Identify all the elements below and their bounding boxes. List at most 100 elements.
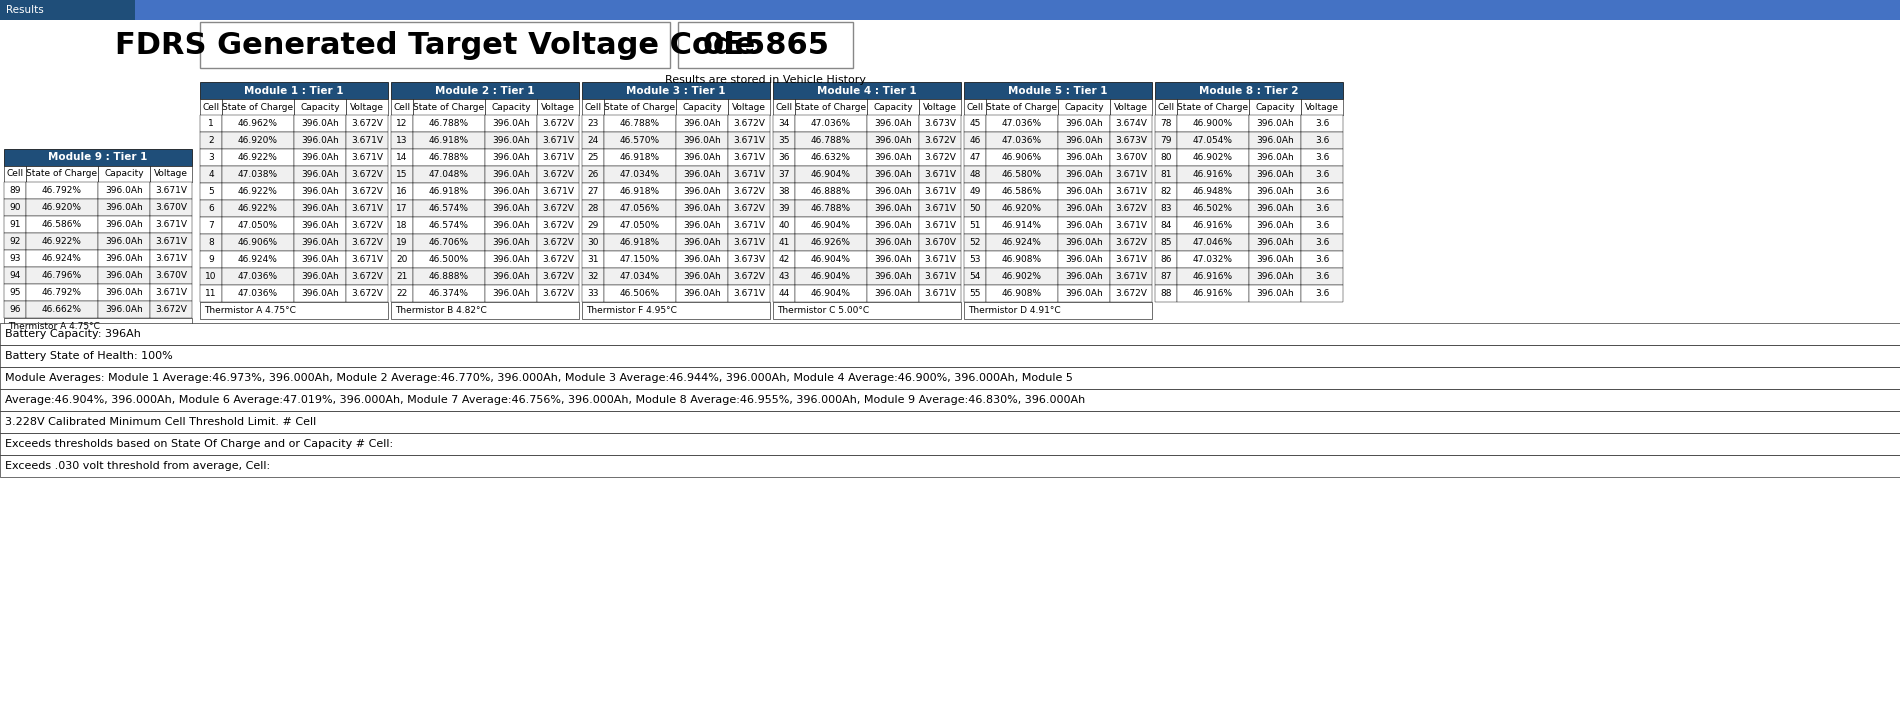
Text: Results are stored in Vehicle History: Results are stored in Vehicle History <box>665 75 866 85</box>
Text: 34: 34 <box>779 119 790 128</box>
Bar <box>728 132 770 149</box>
Bar <box>676 234 728 251</box>
Bar <box>391 99 412 115</box>
Text: 80: 80 <box>1161 153 1172 162</box>
Bar <box>581 149 604 166</box>
Text: 396.0Ah: 396.0Ah <box>104 288 142 297</box>
Text: 81: 81 <box>1161 170 1172 179</box>
Bar <box>773 302 961 319</box>
Text: 3.673V: 3.673V <box>923 119 956 128</box>
Bar <box>412 234 484 251</box>
Text: 3.6: 3.6 <box>1315 136 1330 145</box>
Text: 396.0Ah: 396.0Ah <box>1256 255 1294 264</box>
Text: 46.918%: 46.918% <box>429 136 469 145</box>
Bar <box>222 251 294 268</box>
Bar <box>222 200 294 217</box>
Text: 6: 6 <box>209 204 215 213</box>
Bar <box>1302 99 1343 115</box>
Bar <box>581 200 604 217</box>
Text: 3.671V: 3.671V <box>923 289 956 298</box>
Bar <box>294 166 346 183</box>
Text: 47.050%: 47.050% <box>238 221 277 230</box>
Text: 24: 24 <box>587 136 598 145</box>
Text: 79: 79 <box>1161 136 1172 145</box>
Bar <box>604 115 676 132</box>
Text: 3.672V: 3.672V <box>352 170 384 179</box>
Bar <box>920 217 961 234</box>
Bar <box>1176 268 1248 285</box>
Text: 3.672V: 3.672V <box>352 221 384 230</box>
Text: 3.673V: 3.673V <box>733 255 766 264</box>
Bar <box>484 251 538 268</box>
Text: 396.0Ah: 396.0Ah <box>874 153 912 162</box>
Text: 46.888%: 46.888% <box>811 187 851 196</box>
Text: 47.054%: 47.054% <box>1193 136 1233 145</box>
Bar <box>200 166 222 183</box>
Bar <box>920 268 961 285</box>
Bar <box>1058 268 1110 285</box>
Bar <box>346 115 388 132</box>
Text: Cell: Cell <box>967 102 984 112</box>
Text: 396.0Ah: 396.0Ah <box>104 271 142 280</box>
Bar <box>986 251 1058 268</box>
Text: 91: 91 <box>10 220 21 229</box>
Bar <box>963 200 986 217</box>
Bar <box>222 183 294 200</box>
Bar <box>676 132 728 149</box>
Text: 3.670V: 3.670V <box>156 271 186 280</box>
Bar <box>538 234 580 251</box>
Text: 17: 17 <box>397 204 408 213</box>
Bar <box>676 149 728 166</box>
Bar <box>1176 217 1248 234</box>
Bar <box>391 149 412 166</box>
Text: 46.792%: 46.792% <box>42 288 82 297</box>
Text: 4: 4 <box>209 170 215 179</box>
Bar <box>963 99 986 115</box>
Text: Cell: Cell <box>585 102 602 112</box>
Text: Thermistor F 4.95°C: Thermistor F 4.95°C <box>585 306 676 315</box>
Text: 46.918%: 46.918% <box>619 238 659 247</box>
Bar <box>963 302 1151 319</box>
Bar <box>1155 115 1176 132</box>
Text: 396.0Ah: 396.0Ah <box>492 272 530 281</box>
Bar <box>1110 183 1151 200</box>
Bar <box>1302 217 1343 234</box>
Bar <box>604 217 676 234</box>
Text: 3.672V: 3.672V <box>733 204 766 213</box>
Text: 3.671V: 3.671V <box>733 170 766 179</box>
Text: 396.0Ah: 396.0Ah <box>874 221 912 230</box>
Text: 3.671V: 3.671V <box>733 289 766 298</box>
Text: 32: 32 <box>587 272 598 281</box>
Text: 30: 30 <box>587 238 598 247</box>
Bar <box>99 301 150 318</box>
Bar <box>4 318 192 335</box>
Text: 396.0Ah: 396.0Ah <box>300 289 338 298</box>
Text: 3.674V: 3.674V <box>1115 119 1148 128</box>
Bar <box>391 115 412 132</box>
Bar <box>866 99 920 115</box>
Text: 47.048%: 47.048% <box>429 170 469 179</box>
Bar <box>963 268 986 285</box>
Bar <box>986 268 1058 285</box>
Bar <box>0 433 1900 455</box>
Text: 3.672V: 3.672V <box>352 119 384 128</box>
Text: Average:46.904%, 396.000Ah, Module 6 Average:47.019%, 396.000Ah, Module 7 Averag: Average:46.904%, 396.000Ah, Module 6 Ave… <box>6 395 1085 405</box>
Bar <box>1110 268 1151 285</box>
Text: 46.580%: 46.580% <box>1001 170 1041 179</box>
Text: 47.034%: 47.034% <box>619 170 659 179</box>
Bar <box>728 285 770 302</box>
Bar <box>866 268 920 285</box>
Bar <box>1110 166 1151 183</box>
Bar <box>99 284 150 301</box>
Text: 12: 12 <box>397 119 408 128</box>
Text: 1: 1 <box>209 119 215 128</box>
Text: 3.671V: 3.671V <box>733 136 766 145</box>
Text: 96: 96 <box>10 305 21 314</box>
Text: 3.672V: 3.672V <box>542 119 574 128</box>
Bar <box>4 250 27 267</box>
Bar <box>484 99 538 115</box>
Bar <box>27 267 99 284</box>
Bar <box>1248 115 1302 132</box>
Bar <box>538 251 580 268</box>
Text: 3.671V: 3.671V <box>1115 170 1148 179</box>
